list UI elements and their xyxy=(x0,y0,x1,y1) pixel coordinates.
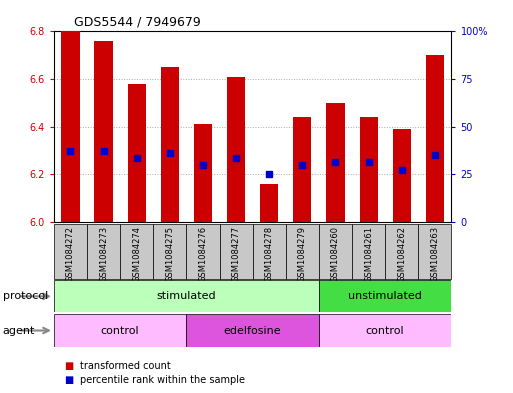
Text: unstimulated: unstimulated xyxy=(348,291,422,301)
Bar xyxy=(385,224,418,279)
Bar xyxy=(186,314,319,347)
Text: percentile rank within the sample: percentile rank within the sample xyxy=(80,375,245,386)
Text: control: control xyxy=(101,325,140,336)
Bar xyxy=(62,31,80,222)
Bar xyxy=(120,224,153,279)
Text: GSM1084278: GSM1084278 xyxy=(265,226,274,282)
Bar xyxy=(194,124,212,222)
Bar xyxy=(352,224,385,279)
Bar xyxy=(319,280,451,312)
Text: edelfosine: edelfosine xyxy=(224,325,282,336)
Bar xyxy=(153,224,186,279)
Bar xyxy=(220,224,252,279)
Bar xyxy=(227,77,245,222)
Bar xyxy=(286,224,319,279)
Bar xyxy=(426,55,444,222)
Text: GSM1084261: GSM1084261 xyxy=(364,226,373,282)
Bar xyxy=(392,129,411,222)
Bar xyxy=(418,224,451,279)
Text: GSM1084275: GSM1084275 xyxy=(165,226,174,282)
Text: GSM1084274: GSM1084274 xyxy=(132,226,141,282)
Text: ■: ■ xyxy=(64,375,73,386)
Text: GSM1084279: GSM1084279 xyxy=(298,226,307,282)
Bar xyxy=(94,41,113,222)
Bar xyxy=(319,314,451,347)
Text: GSM1084276: GSM1084276 xyxy=(199,226,207,282)
Bar xyxy=(360,117,378,222)
Text: GSM1084272: GSM1084272 xyxy=(66,226,75,282)
Text: transformed count: transformed count xyxy=(80,361,170,371)
Bar xyxy=(161,67,179,222)
Text: control: control xyxy=(366,325,404,336)
Bar xyxy=(54,224,87,279)
Text: GSM1084273: GSM1084273 xyxy=(99,226,108,282)
Bar xyxy=(128,84,146,222)
Bar xyxy=(293,117,311,222)
Bar xyxy=(252,224,286,279)
Bar xyxy=(260,184,279,222)
Text: GSM1084263: GSM1084263 xyxy=(430,226,439,282)
Bar xyxy=(319,224,352,279)
Bar xyxy=(54,314,186,347)
Text: GSM1084260: GSM1084260 xyxy=(331,226,340,282)
Text: GSM1084262: GSM1084262 xyxy=(397,226,406,282)
Text: GDS5544 / 7949679: GDS5544 / 7949679 xyxy=(74,16,201,29)
Text: protocol: protocol xyxy=(3,291,48,301)
Text: GSM1084277: GSM1084277 xyxy=(231,226,241,282)
Text: ■: ■ xyxy=(64,361,73,371)
Bar xyxy=(87,224,120,279)
Bar xyxy=(326,103,345,222)
Bar xyxy=(54,280,319,312)
Bar xyxy=(186,224,220,279)
Text: agent: agent xyxy=(3,325,35,336)
Text: stimulated: stimulated xyxy=(156,291,216,301)
